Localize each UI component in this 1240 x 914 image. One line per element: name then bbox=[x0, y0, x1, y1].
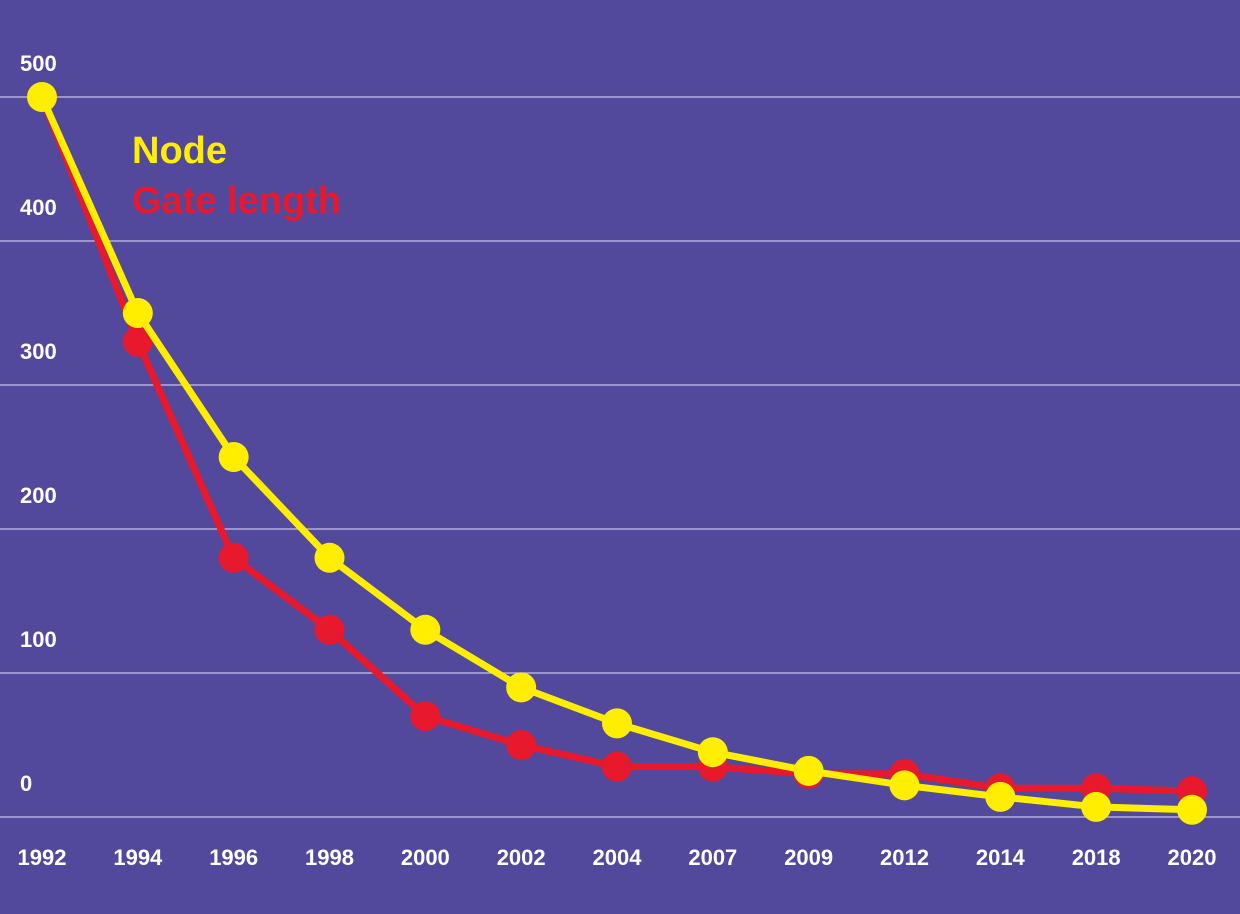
y-axis-tick-labels: 0 100 200 300 400 500 bbox=[20, 51, 57, 796]
x-tick-label: 2000 bbox=[401, 845, 450, 870]
data-point-node bbox=[1081, 791, 1112, 822]
data-point-node bbox=[410, 614, 441, 645]
y-tick-label: 400 bbox=[20, 195, 57, 220]
data-point-node bbox=[314, 542, 345, 573]
data-point-node bbox=[218, 442, 249, 472]
legend-label-node: Node bbox=[132, 130, 227, 172]
x-tick-label: 2012 bbox=[880, 845, 929, 870]
x-tick-label: 1994 bbox=[113, 845, 163, 870]
data-point-gate-length bbox=[506, 730, 537, 760]
x-tick-label: 2002 bbox=[497, 845, 546, 870]
data-point-node bbox=[602, 708, 632, 739]
legend: Node Gate length bbox=[132, 130, 341, 222]
x-tick-label: 1996 bbox=[209, 845, 258, 870]
data-point-node bbox=[1177, 794, 1207, 825]
data-point-node bbox=[122, 298, 153, 328]
x-tick-label: 2009 bbox=[784, 845, 833, 870]
x-tick-label: 2004 bbox=[593, 845, 643, 870]
series-node bbox=[27, 82, 1207, 825]
data-point-node bbox=[27, 82, 57, 112]
x-tick-label: 2007 bbox=[688, 845, 737, 870]
data-point-gate-length bbox=[410, 701, 441, 732]
x-tick-label: 2018 bbox=[1072, 845, 1121, 870]
y-tick-label: 200 bbox=[20, 483, 57, 508]
y-tick-label: 300 bbox=[20, 339, 57, 364]
data-point-gate-length bbox=[602, 751, 632, 782]
y-tick-label: 500 bbox=[20, 51, 57, 76]
legend-label-gate-length: Gate length bbox=[132, 180, 341, 222]
x-tick-label: 2020 bbox=[1168, 845, 1217, 870]
data-point-gate-length bbox=[314, 614, 345, 645]
data-point-node bbox=[793, 755, 824, 786]
y-tick-label: 100 bbox=[20, 627, 57, 652]
series-gate-length bbox=[27, 82, 1207, 807]
data-point-node bbox=[985, 781, 1016, 812]
y-tick-label: 0 bbox=[20, 771, 32, 796]
data-point-gate-length bbox=[122, 326, 153, 357]
x-axis-tick-labels: 1992 1994 1996 1998 2000 2002 2004 2007 2009 2012… bbox=[18, 845, 1217, 870]
data-point-node bbox=[889, 770, 920, 801]
x-tick-label: 2014 bbox=[976, 845, 1026, 870]
data-point-node bbox=[506, 672, 537, 703]
x-tick-label: 1998 bbox=[305, 845, 354, 870]
x-tick-label: 1992 bbox=[18, 845, 67, 870]
data-point-gate-length bbox=[218, 542, 249, 573]
gridlines bbox=[0, 96, 1240, 818]
series-lines bbox=[27, 82, 1207, 825]
data-point-node bbox=[697, 737, 728, 768]
